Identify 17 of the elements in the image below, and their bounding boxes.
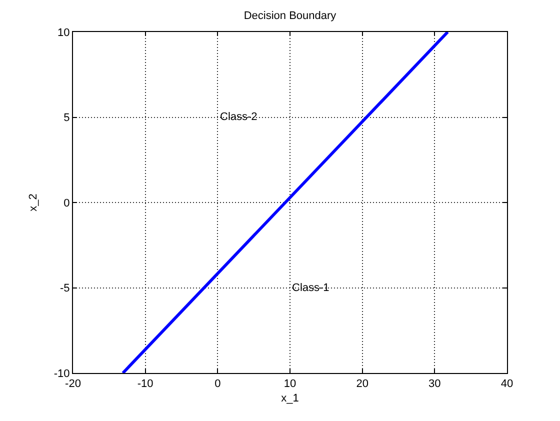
x-tick-label: -20 [65, 378, 81, 390]
x-tick-label: 0 [214, 378, 221, 390]
y-tick-label: -10 [54, 368, 70, 380]
x-tick-label: 30 [428, 378, 441, 390]
y-tick-label: -5 [60, 282, 70, 295]
annotation: Class-1 [292, 282, 330, 294]
x-tick-label: -10 [137, 378, 154, 390]
y-tick-label: 5 [64, 112, 70, 124]
x-tick-label: 40 [500, 378, 514, 390]
annotation: Class-2 [220, 111, 258, 123]
y-tick-label: 0 [64, 197, 70, 210]
x-axis-title: x_1 [281, 392, 299, 404]
y-tick-label: 10 [58, 26, 70, 39]
x-tick-label: 10 [284, 378, 296, 390]
chart-title: Decision Boundary [244, 10, 337, 22]
y-axis-title: x_2 [28, 194, 40, 212]
x-tick-label: 20 [356, 378, 368, 390]
